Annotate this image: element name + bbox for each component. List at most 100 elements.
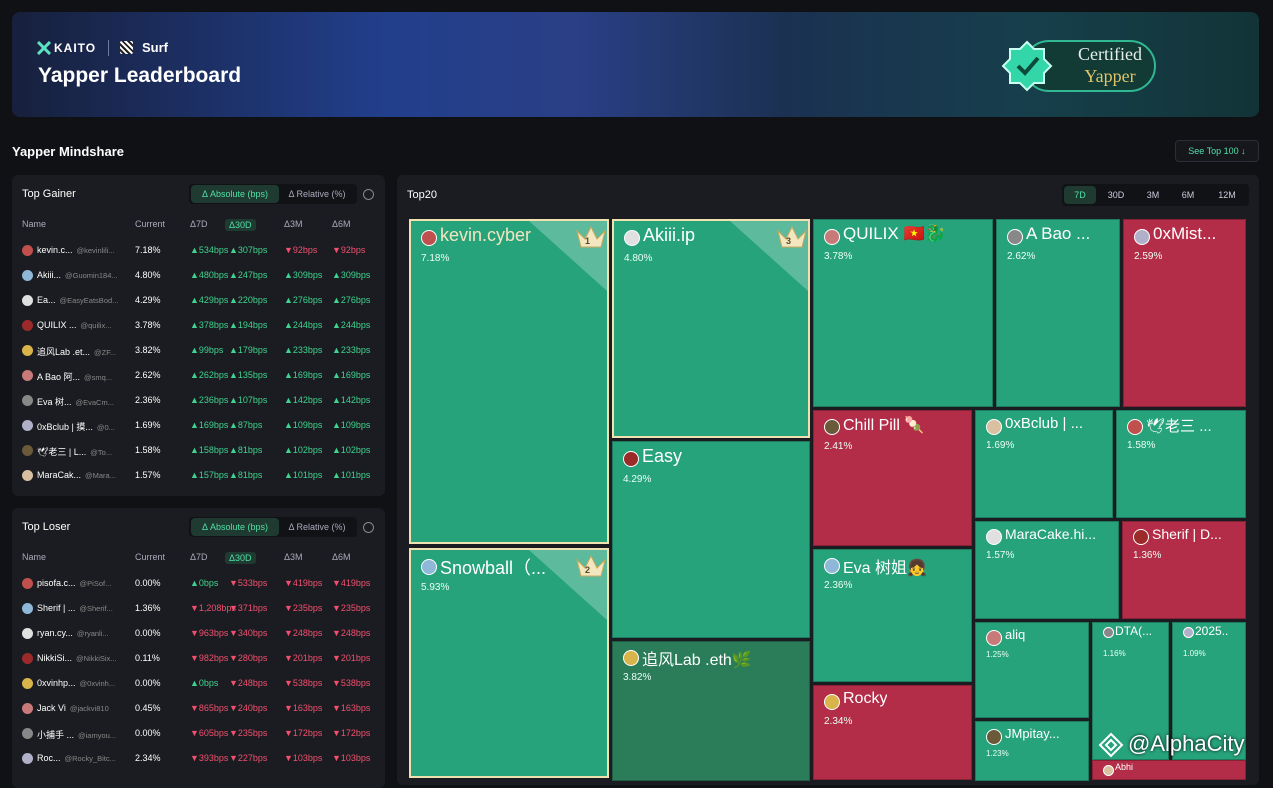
column-header[interactable]: Δ30D [225, 219, 256, 231]
treemap-tile[interactable]: Easy 4.29% [612, 441, 810, 638]
name[interactable]: Sherif | ... [37, 603, 76, 613]
handle: @NikkiSix... [76, 654, 117, 663]
see-top-button[interactable]: See Top 100 ↓ [1175, 140, 1259, 162]
tile-value: 4.29% [623, 474, 652, 485]
avatar [986, 629, 1002, 646]
period-tab[interactable]: 6M [1181, 190, 1195, 200]
column-header[interactable]: Δ30D [225, 552, 256, 564]
name[interactable]: A Bao 阿... [37, 372, 81, 382]
treemap-tile[interactable]: Sherif | D... 1.36% [1122, 521, 1246, 619]
avatar [1127, 418, 1143, 435]
treemap-tile[interactable]: Abhi [1092, 760, 1246, 780]
period-tab[interactable]: 3M [1146, 190, 1160, 200]
name[interactable]: QUILIX ... [37, 320, 77, 330]
column-header[interactable]: Δ7D [190, 552, 208, 562]
name[interactable]: 0xBclub | 摸... [37, 422, 93, 432]
avatar [824, 558, 840, 574]
panel-title: Top Loser [22, 521, 71, 533]
avatar [1103, 765, 1114, 776]
tile-name: kevin.cyber [440, 225, 532, 245]
brand-name: KAITO [54, 41, 97, 55]
name[interactable]: pisofa.c... [37, 578, 76, 588]
tab[interactable]: Δ Absolute (bps) [191, 185, 279, 203]
row-name: ryan.cy... @ryanli... [37, 628, 129, 638]
treemap-tile[interactable]: A Bao ... 2.62% [996, 219, 1120, 407]
name[interactable]: ryan.cy... [37, 628, 73, 638]
cell-value: ▲142bps [332, 395, 371, 405]
name[interactable]: kevin.c... [37, 245, 73, 255]
cell-value: ▼538bps [332, 678, 371, 688]
name[interactable]: 🕊老三 | L... [37, 447, 87, 457]
tab[interactable]: Δ Relative (%) [288, 189, 346, 199]
cell-value: ▲276bps [284, 295, 323, 305]
avatar [22, 678, 33, 689]
treemap-tile[interactable]: 1 kevin.cyber 7.18% [409, 219, 609, 544]
row-name: pisofa.c... @PiSof... [37, 578, 129, 588]
column-header[interactable]: Δ3M [284, 219, 303, 229]
treemap-tile[interactable]: 🕊老三 ... 1.58% [1116, 410, 1246, 518]
tile-value: 1.23% [986, 749, 1009, 758]
column-header[interactable]: Current [135, 552, 166, 562]
period-tab[interactable]: 30D [1107, 190, 1125, 200]
avatar [1133, 529, 1149, 545]
period-tab[interactable]: 12M [1218, 190, 1236, 200]
column-header[interactable]: Δ3M [284, 552, 303, 562]
name[interactable]: 小捕手 ... [37, 730, 75, 740]
treemap-tile[interactable]: 2025... 1.09% [1172, 622, 1246, 760]
treemap-tile[interactable]: 0xBclub | ... 1.69% [975, 410, 1113, 518]
cell-value: ▲233bps [332, 345, 371, 355]
cell-value: ▲233bps [284, 345, 323, 355]
column-header[interactable]: Δ7D [190, 219, 208, 229]
cell-value: ▼103bps [284, 753, 323, 763]
name[interactable]: NikkiSi... [37, 653, 73, 663]
cell-value: ▼371bps [229, 603, 268, 613]
name[interactable]: Roc... [37, 753, 61, 763]
cell-value: ▼248bps [332, 628, 371, 638]
cell-value: ▲179bps [229, 345, 268, 355]
treemap-tile[interactable]: 追风Lab .eth🌿 3.82% [612, 641, 810, 781]
treemap-tile[interactable]: 2 Snowball（... 5.93% [409, 548, 609, 778]
name[interactable]: 0xvinhp... [37, 678, 76, 688]
info-icon [363, 522, 374, 533]
period-tab[interactable]: 7D [1064, 186, 1096, 204]
name[interactable]: MaraCak... [37, 470, 82, 480]
row-name: MaraCak... @Mara... [37, 470, 129, 480]
tile-name: JMpitay... [1005, 726, 1060, 741]
tile-value: 1.58% [1127, 440, 1156, 451]
treemap-tile[interactable]: 3 Akiii.ip 4.80% [612, 219, 810, 438]
treemap-tile[interactable]: aliq 1.25% [975, 622, 1089, 718]
name[interactable]: 追风Lab .et... [37, 347, 91, 357]
treemap-tile[interactable]: MaraCake.hi... 1.57% [975, 521, 1119, 619]
handle: @0xvinh... [79, 679, 116, 688]
tile-name: 🕊老三 ... [1146, 418, 1212, 435]
cell-value: ▲276bps [332, 295, 371, 305]
treemap-tile[interactable]: Chill Pill 🍡 2.41% [813, 410, 972, 546]
column-header[interactable]: Current [135, 219, 166, 229]
tab[interactable]: Δ Relative (%) [288, 522, 346, 532]
column-header[interactable]: Δ6M [332, 219, 351, 229]
name[interactable]: Akiii... [37, 270, 62, 280]
name[interactable]: Jack Vi [37, 703, 66, 713]
column-header[interactable]: Δ6M [332, 552, 351, 562]
name[interactable]: Eva 树... [37, 397, 72, 407]
cell-value: ▼92bps [284, 245, 318, 255]
treemap-tile[interactable]: Eva 树姐👧 2.36% [813, 549, 972, 682]
treemap-tile[interactable]: QUILIX 🇻🇳🐉 3.78% [813, 219, 993, 407]
treemap-tile[interactable]: DTA(... 1.16% [1092, 622, 1169, 760]
partner-name: Surf [142, 40, 168, 55]
treemap-tile[interactable]: Rocky 2.34% [813, 685, 972, 780]
handle: @EvaCm... [75, 398, 114, 407]
cell-value: ▼172bps [284, 728, 323, 738]
cell-value: 3.78% [135, 320, 161, 330]
cell-value: ▼201bps [332, 653, 371, 663]
name[interactable]: Ea... [37, 295, 56, 305]
cell-value: ▼248bps [284, 628, 323, 638]
rank: 3 [786, 236, 792, 246]
treemap-tile[interactable]: JMpitay... 1.23% [975, 721, 1089, 781]
row-name: 小捕手 ... @iamyou... [37, 728, 129, 741]
treemap-tile[interactable]: 0xMist... 2.59% [1123, 219, 1246, 407]
tab[interactable]: Δ Absolute (bps) [191, 518, 279, 536]
avatar [824, 228, 840, 245]
tile-value: 2.34% [824, 716, 853, 727]
row-name: Eva 树... @EvaCm... [37, 395, 129, 408]
